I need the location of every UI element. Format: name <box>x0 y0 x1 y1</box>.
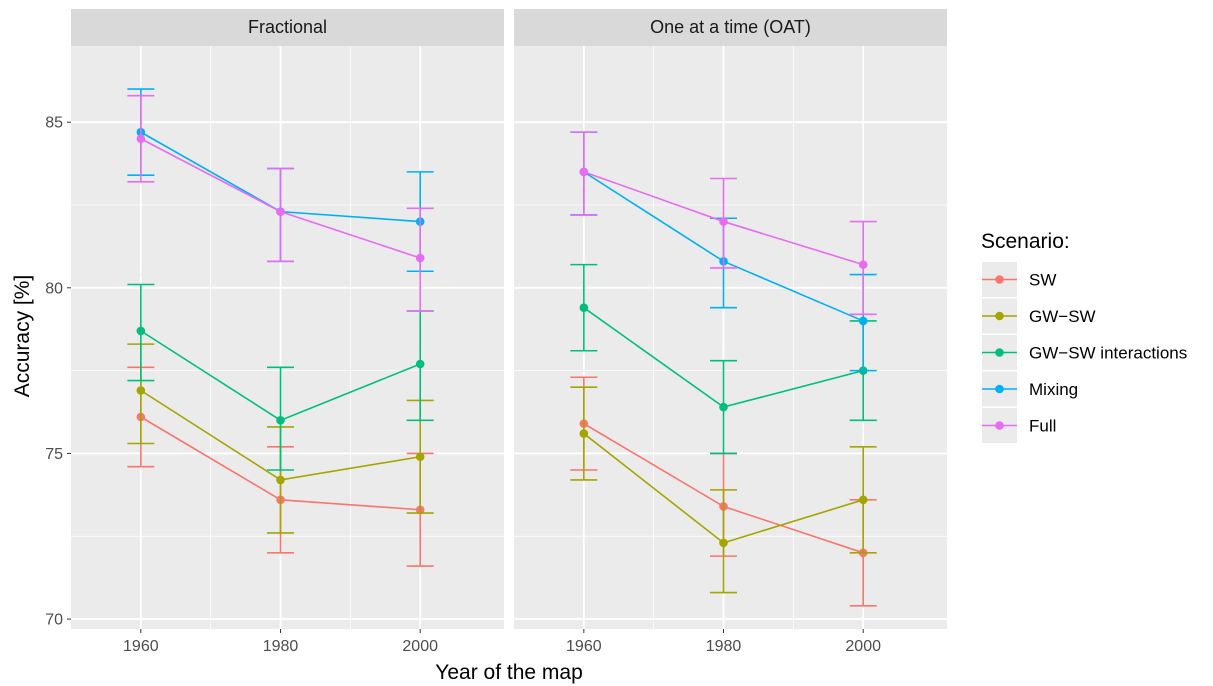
panel-background-2 <box>514 46 947 629</box>
x-tick-label: 1980 <box>706 638 742 655</box>
legend-key-point <box>995 348 1004 357</box>
panel-background-1 <box>71 46 504 629</box>
x-axis-title: Year of the map <box>435 661 583 684</box>
legend-item-mixing: Mixing <box>982 371 1078 407</box>
y-axis-title: Accuracy [%] <box>11 275 34 398</box>
data-point-gw-sw-interactions <box>719 402 728 412</box>
data-point-gw-sw <box>719 538 728 548</box>
facet-title-1: Fractional <box>248 17 327 37</box>
legend-label: GW−SW interactions <box>1029 344 1187 363</box>
y-tick-label: 70 <box>45 612 63 629</box>
data-point-full <box>858 260 868 269</box>
data-point-gw-sw <box>579 429 589 438</box>
x-tick-label: 2000 <box>845 638 881 655</box>
series-full-panel-2 <box>570 131 877 316</box>
data-point-gw-sw-interactions <box>136 326 146 336</box>
legend-key-point <box>995 311 1004 321</box>
facet-strip-1 <box>71 9 504 46</box>
facet-panel-2: One at a time (OAT) 1960 1980 2000 <box>514 9 947 655</box>
y-tick-label: 80 <box>45 280 63 297</box>
legend-key-point <box>995 421 1004 430</box>
data-point-gw-sw-interactions <box>276 416 285 425</box>
y-tick-label: 85 <box>45 115 63 132</box>
facet-strip-2 <box>514 9 947 46</box>
data-point-gw-sw-interactions <box>415 359 425 369</box>
legend-item-gw-sw-interactions: GW−SW interactions <box>982 335 1187 370</box>
data-point-full <box>415 253 425 263</box>
legend-item-sw: SW <box>982 262 1056 297</box>
x-tick-label: 2000 <box>402 638 438 655</box>
legend-key-point <box>995 275 1004 284</box>
data-point-gw-sw-interactions <box>579 303 589 312</box>
data-point-full <box>579 167 589 177</box>
x-tick-label: 1960 <box>123 638 159 655</box>
facet-title-2: One at a time (OAT) <box>650 17 811 37</box>
legend-item-gw-sw: GW−SW <box>982 298 1096 334</box>
data-point-mixing <box>858 316 868 326</box>
data-point-gw-sw <box>415 452 425 462</box>
data-point-gw-sw <box>136 386 146 395</box>
legend-label: SW <box>1029 271 1056 290</box>
data-point-gw-sw <box>276 475 285 485</box>
facet-panel-1: Fractional 1960 1980 2000 <box>71 9 504 655</box>
series-gw-sw-interactions-panel-1 <box>127 283 434 471</box>
legend-key-point <box>995 384 1004 394</box>
axes-layer: Accuracy [%] Year of the map 70 75 80 85 <box>11 115 583 684</box>
series-gw-sw-panel-2 <box>570 386 877 594</box>
legend-item-full: Full <box>982 408 1056 443</box>
data-point-full <box>276 207 285 216</box>
x-tick-label: 1980 <box>263 638 299 655</box>
series-full-panel-1 <box>127 94 434 312</box>
y-tick-label: 75 <box>45 446 63 463</box>
legend: Scenario: SW GW−SW GW−SW interactions Mixin… <box>981 230 1187 443</box>
legend-label: Full <box>1029 417 1056 436</box>
legend-label: Mixing <box>1029 380 1078 399</box>
data-point-full <box>719 217 728 226</box>
series-gw-sw-panel-1 <box>127 343 434 534</box>
legend-title: Scenario: <box>981 230 1070 253</box>
legend-label: GW−SW <box>1029 307 1096 326</box>
x-tick-label: 1960 <box>566 638 602 655</box>
data-point-full <box>136 134 146 144</box>
data-point-gw-sw <box>858 495 868 505</box>
